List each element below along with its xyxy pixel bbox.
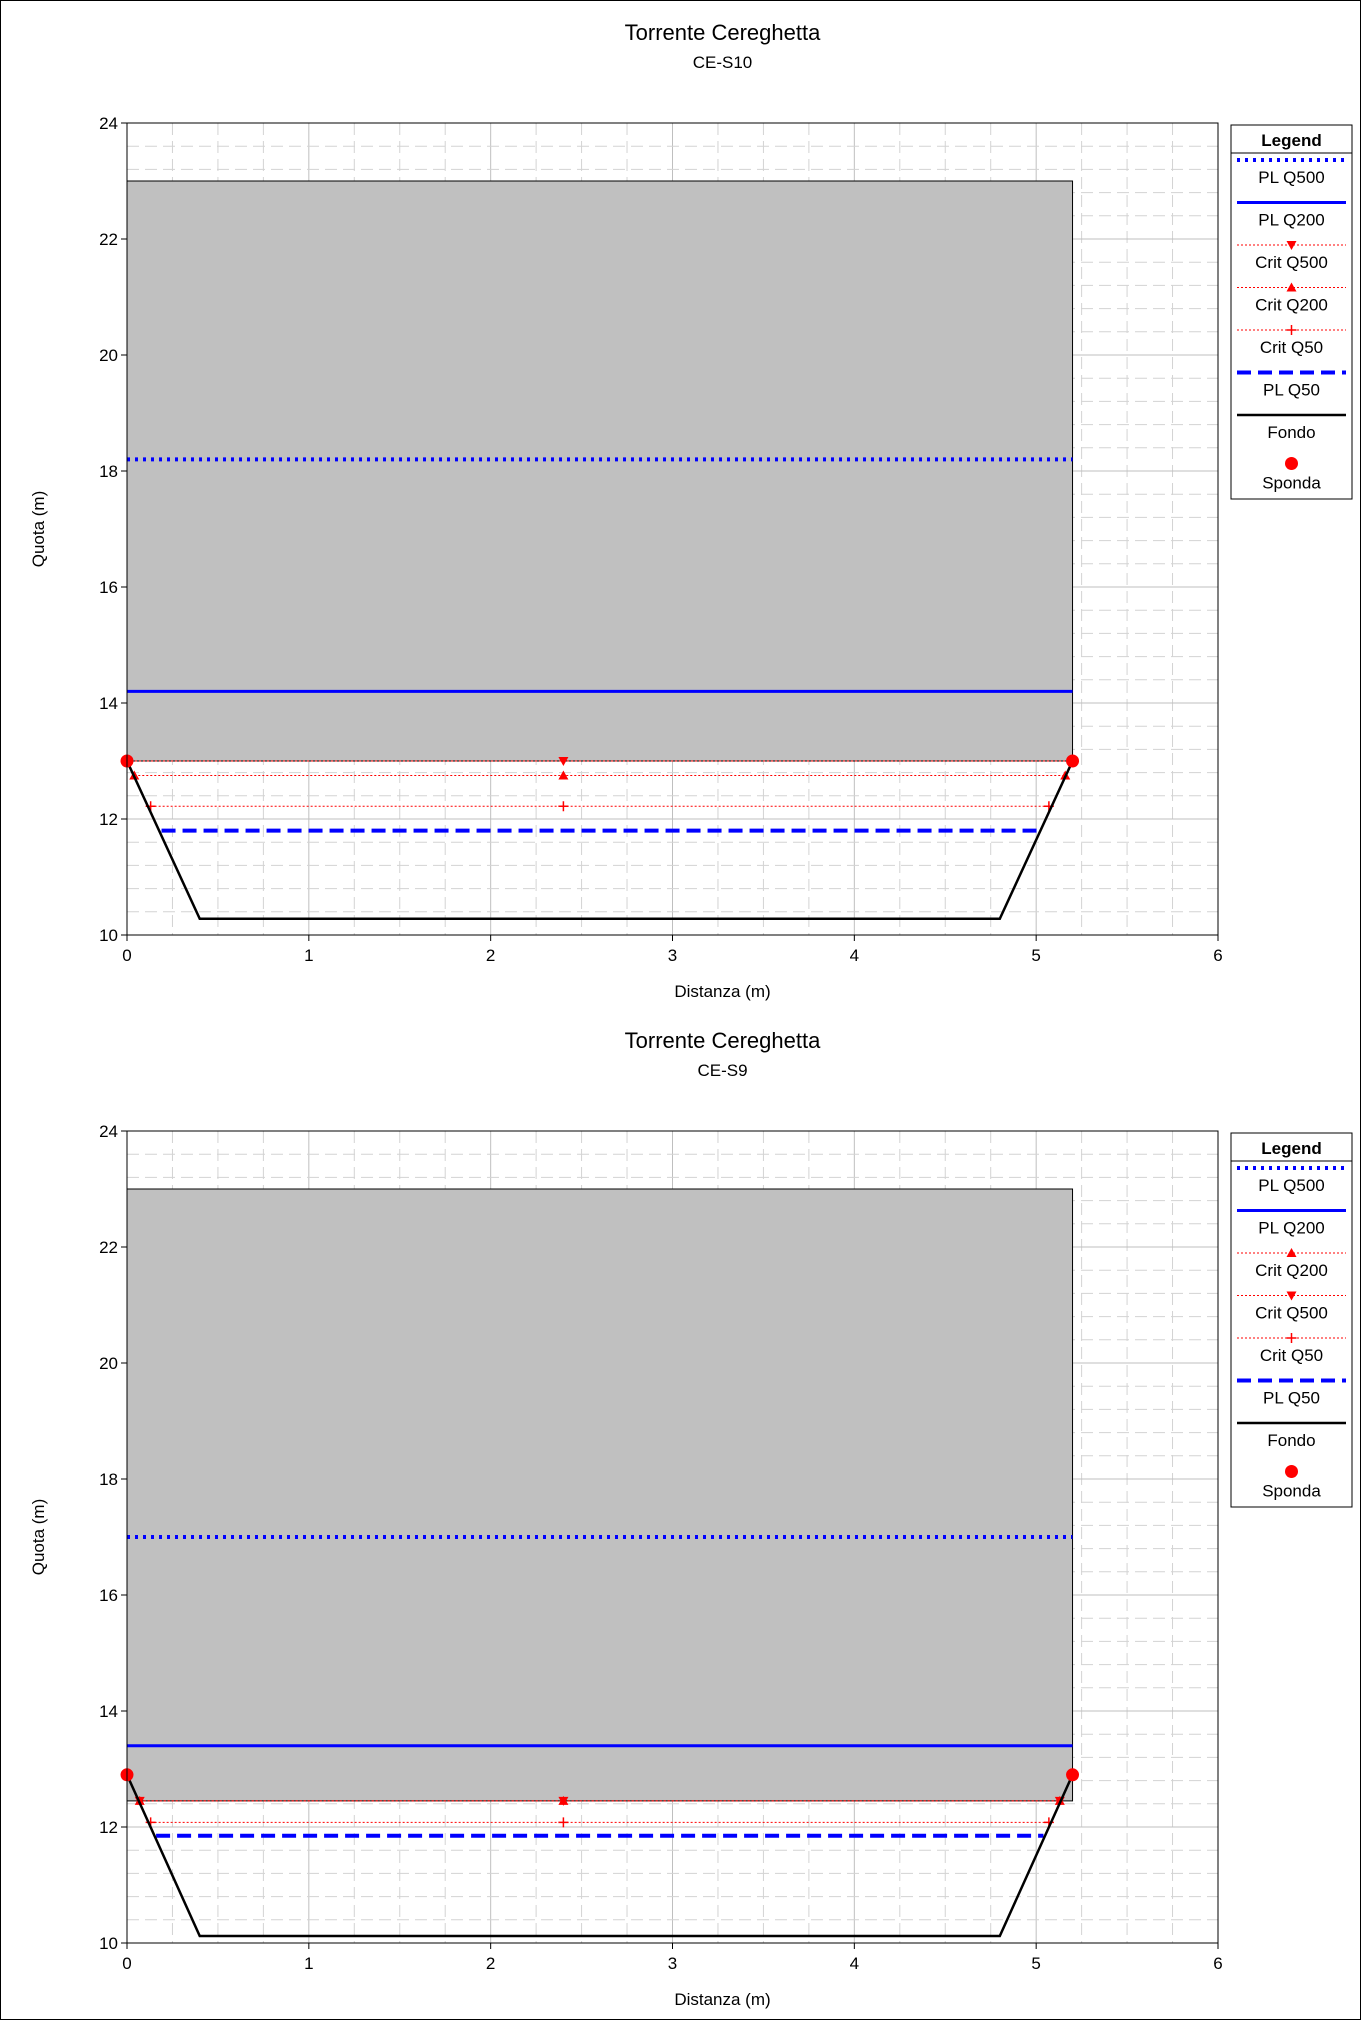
series-sponda-point bbox=[1066, 1768, 1080, 1782]
ineffective-area bbox=[126, 180, 1074, 762]
series-crit-q500-marker bbox=[558, 757, 569, 766]
legend: Legend PL Q500 PL Q200 Crit Q500 Crit Q200 Cr… bbox=[1230, 124, 1353, 500]
x-tick-label: 4 bbox=[850, 1954, 859, 1973]
legend-entry-pl-q200-label: PL Q200 bbox=[1258, 211, 1324, 230]
series-crit-q50-marker bbox=[558, 801, 569, 812]
series-fondo-line bbox=[125, 760, 1074, 921]
legend-entry-crit-q500-marker bbox=[1286, 1291, 1297, 1301]
legend-entry-crit-q200-label: Crit Q200 bbox=[1255, 296, 1328, 315]
series-crit-q200-marker bbox=[558, 770, 569, 780]
x-tick-label: 4 bbox=[850, 946, 859, 965]
legend-entry-crit-q500-label: Crit Q500 bbox=[1255, 253, 1328, 272]
legend-entry-sponda-symbol bbox=[1285, 1465, 1298, 1478]
legend-entry-sponda-symbol bbox=[1285, 457, 1298, 470]
chart-title: Torrente Cereghetta bbox=[625, 1028, 821, 1053]
y-tick-label: 20 bbox=[99, 1354, 118, 1373]
y-tick-label: 22 bbox=[99, 1238, 118, 1257]
x-tick-label: 1 bbox=[304, 946, 313, 965]
x-tick-label: 3 bbox=[668, 946, 677, 965]
series-fondo-line bbox=[125, 1774, 1074, 1938]
x-axis-label: Distanza (m) bbox=[674, 1990, 770, 2009]
legend-entry-pl-q500-label: PL Q500 bbox=[1258, 168, 1324, 187]
legend-entry-crit-q50-label: Crit Q50 bbox=[1260, 338, 1323, 357]
y-axis-label: Quota (m) bbox=[29, 1499, 48, 1576]
legend-title: Legend bbox=[1261, 131, 1321, 150]
legend-entry-crit-q200-marker bbox=[1286, 282, 1297, 292]
legend-entry-pl-q50-label: PL Q50 bbox=[1263, 1389, 1320, 1408]
chart-title: Torrente Cereghetta bbox=[625, 20, 821, 45]
y-axis-label: Quota (m) bbox=[29, 491, 48, 568]
legend-entry-pl-q50-label: PL Q50 bbox=[1263, 381, 1320, 400]
y-tick-label: 22 bbox=[99, 230, 118, 249]
y-tick-label: 20 bbox=[99, 346, 118, 365]
y-tick-label: 12 bbox=[99, 1818, 118, 1837]
legend-entry-crit-q500-label: Crit Q500 bbox=[1255, 1304, 1328, 1323]
x-tick-label: 3 bbox=[668, 1954, 677, 1973]
y-tick-label: 16 bbox=[99, 1586, 118, 1605]
y-tick-label: 18 bbox=[99, 1470, 118, 1489]
x-tick-label: 5 bbox=[1031, 946, 1040, 965]
x-axis-label: Distanza (m) bbox=[674, 982, 770, 1001]
y-tick-label: 14 bbox=[99, 1702, 118, 1721]
x-tick-label: 6 bbox=[1213, 946, 1222, 965]
ineffective-area bbox=[126, 1188, 1074, 1802]
y-tick-label: 24 bbox=[99, 1122, 118, 1141]
legend-entry-fondo-label: Fondo bbox=[1267, 1431, 1315, 1450]
x-tick-label: 0 bbox=[122, 1954, 131, 1973]
legend-entry-pl-q500-label: PL Q500 bbox=[1258, 1176, 1324, 1195]
legend-box bbox=[1230, 124, 1353, 500]
legend-title: Legend bbox=[1261, 1139, 1321, 1158]
series-crit-q500-marker bbox=[558, 1796, 569, 1806]
legend-entry-sponda-label: Sponda bbox=[1262, 1482, 1321, 1501]
x-tick-label: 6 bbox=[1213, 1954, 1222, 1973]
legend-entry-crit-q200-label: Crit Q200 bbox=[1255, 1261, 1328, 1280]
y-tick-label: 24 bbox=[99, 114, 118, 133]
y-tick-label: 10 bbox=[99, 926, 118, 945]
y-tick-label: 14 bbox=[99, 694, 118, 713]
series-crit-q50-marker bbox=[558, 1817, 569, 1828]
legend-entry-fondo-label: Fondo bbox=[1267, 423, 1315, 442]
legend-entry-pl-q200-label: PL Q200 bbox=[1258, 1219, 1324, 1238]
chart-subtitle: CE-S9 bbox=[697, 1061, 747, 1080]
x-tick-label: 2 bbox=[486, 1954, 495, 1973]
legend-entry-crit-q200-marker bbox=[1286, 1248, 1297, 1257]
y-tick-label: 10 bbox=[99, 1934, 118, 1953]
legend-entry-crit-q50-marker bbox=[1286, 1333, 1297, 1343]
chart-subtitle: CE-S10 bbox=[693, 53, 753, 72]
series-sponda-point bbox=[1066, 754, 1080, 768]
legend-entry-crit-q50-label: Crit Q50 bbox=[1260, 1346, 1323, 1365]
y-tick-label: 12 bbox=[99, 810, 118, 829]
x-tick-label: 0 bbox=[122, 946, 131, 965]
y-tick-label: 16 bbox=[99, 578, 118, 597]
x-tick-label: 2 bbox=[486, 946, 495, 965]
legend: Legend PL Q500 PL Q200 Crit Q200 Crit Q500 Cr… bbox=[1230, 1132, 1353, 1508]
legend-entry-crit-q50-marker bbox=[1286, 325, 1297, 335]
x-tick-label: 5 bbox=[1031, 1954, 1040, 1973]
y-tick-label: 18 bbox=[99, 462, 118, 481]
x-tick-label: 1 bbox=[304, 1954, 313, 1973]
legend-entry-crit-q500-marker bbox=[1286, 241, 1297, 250]
legend-box bbox=[1230, 1132, 1353, 1508]
legend-entry-sponda-label: Sponda bbox=[1262, 474, 1321, 493]
